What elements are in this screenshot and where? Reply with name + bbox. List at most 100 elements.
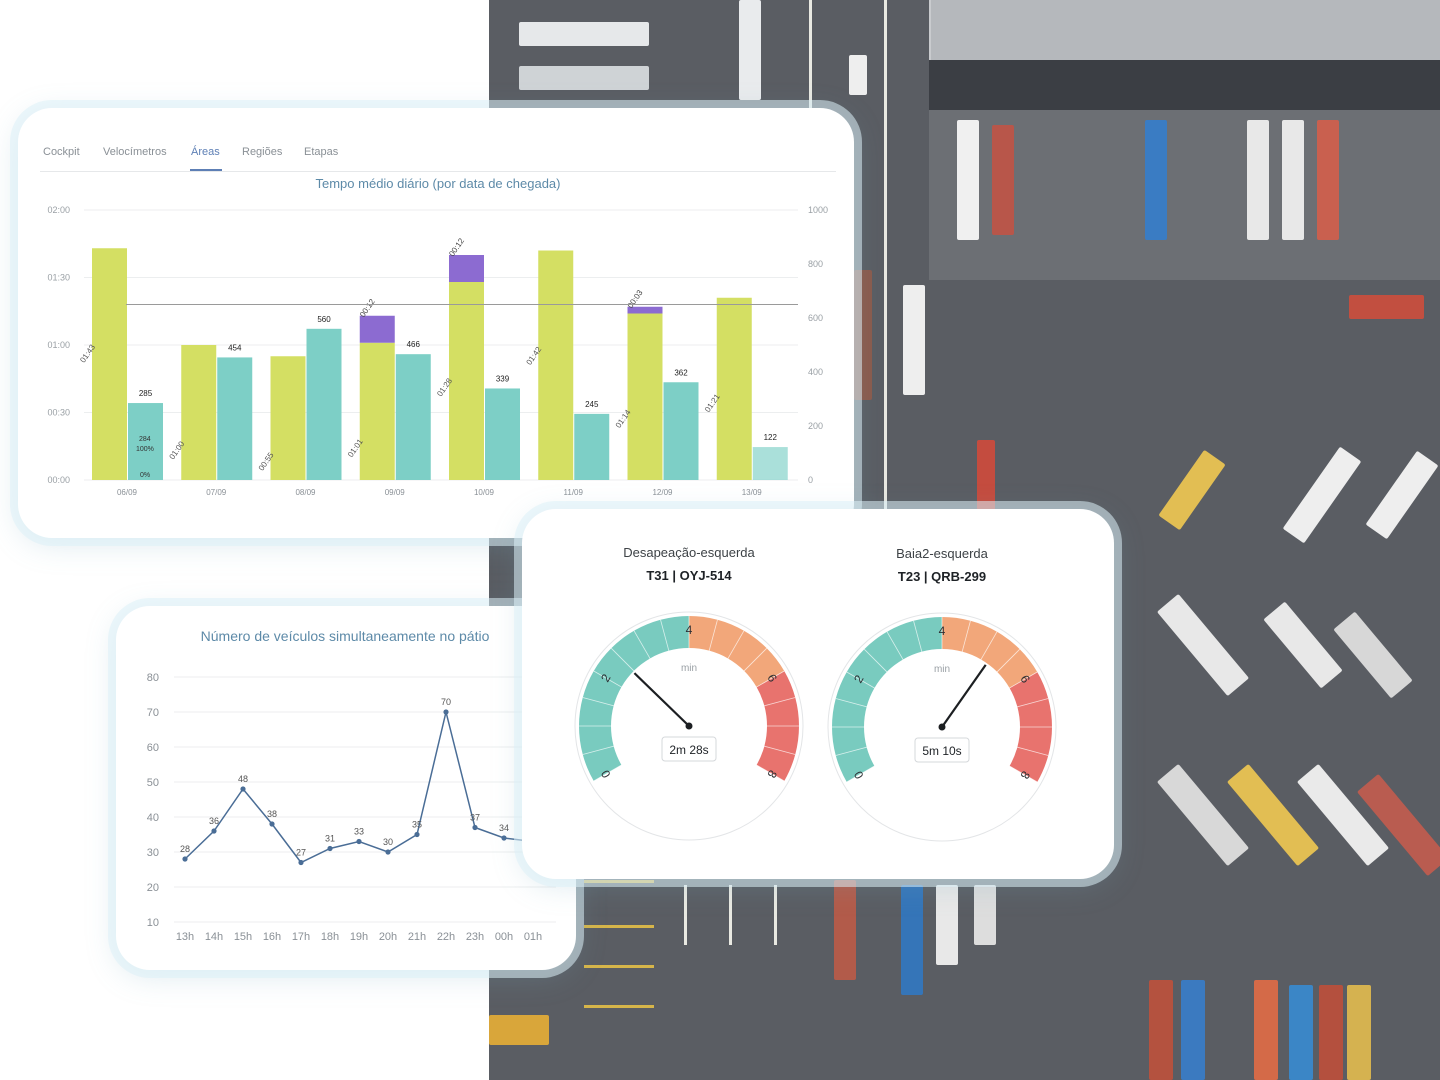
data-point-label: 31 <box>325 834 335 844</box>
data-point-label: 48 <box>238 774 248 784</box>
y-tick-label: 40 <box>147 812 159 824</box>
bar-count-label: 339 <box>496 374 510 383</box>
data-point <box>182 856 188 862</box>
y-tick-label: 50 <box>147 777 159 789</box>
x-tick-label: 09/09 <box>385 488 406 497</box>
gauge-spoke <box>660 619 687 717</box>
data-point <box>501 835 507 841</box>
gauge-outer-ring <box>574 611 804 841</box>
y-left-tick-label: 02:00 <box>47 205 70 215</box>
bar-time <box>627 313 663 480</box>
x-tick-label: 13h <box>176 931 194 943</box>
bar-count <box>663 382 699 480</box>
gauge-spoke <box>582 728 680 755</box>
tab-velocimetros[interactable]: Velocímetros <box>103 146 167 158</box>
bar-time <box>716 297 752 480</box>
gauge-needle <box>941 664 987 728</box>
annotation-label: 100% <box>136 446 154 453</box>
x-tick-label: 14h <box>205 931 223 943</box>
data-point-label: 30 <box>383 837 393 847</box>
data-point <box>385 849 391 855</box>
bar-count <box>485 388 520 480</box>
gauge-spoke <box>633 630 685 718</box>
gauge-spoke <box>698 697 796 724</box>
gauge-spoke <box>950 671 1038 723</box>
tab-cockpit[interactable]: Cockpit <box>43 146 80 158</box>
y-tick-label: 20 <box>147 882 159 894</box>
gauge-1-title: Desapeação-esquerda <box>623 545 755 560</box>
gauge-value-box <box>661 736 717 762</box>
annotation-label: 0% <box>140 472 150 479</box>
gauge-spoke <box>846 671 934 723</box>
bar-count <box>306 328 342 480</box>
daily-time-bar-chart: Tempo médio diário (por data de chegada)… <box>47 176 828 497</box>
y-right-tick-label: 400 <box>808 367 823 377</box>
bar-extra-time <box>449 255 484 282</box>
tab-areas[interactable]: Áreas <box>191 146 220 158</box>
annotation-label: 284 <box>139 436 151 443</box>
data-point <box>240 786 246 792</box>
x-tick-label: 12/09 <box>652 488 673 497</box>
data-point-label: 35 <box>412 820 422 830</box>
data-point-label: 37 <box>470 813 480 823</box>
bar-time <box>359 342 395 480</box>
bar-time <box>92 248 127 480</box>
y-left-tick-label: 01:30 <box>47 273 70 283</box>
gauge-zone-green <box>579 616 689 781</box>
bar-count <box>128 403 163 480</box>
vehicles-line-chart: Número de veículos simultaneamente no pá… <box>147 628 556 943</box>
gauge-outer-ring <box>827 612 1057 842</box>
y-right-tick-label: 600 <box>808 313 823 323</box>
y-tick-label: 80 <box>147 672 159 684</box>
data-point-label: 38 <box>267 809 277 819</box>
bar-count-label: 285 <box>139 389 153 398</box>
y-left-tick-label: 00:30 <box>47 408 70 418</box>
bar-count-label: 560 <box>317 315 331 324</box>
data-point <box>211 828 217 834</box>
data-point <box>414 831 420 838</box>
y-right-tick-label: 1000 <box>808 205 828 215</box>
bar-count-label: 454 <box>228 343 242 352</box>
line-chart-card: Número de veículos simultaneamente no pá… <box>116 606 576 970</box>
data-point-label: 36 <box>209 816 219 826</box>
gauge-spoke <box>951 729 1049 756</box>
x-tick-label: 20h <box>379 931 397 943</box>
gauge-value-label: 2m 28s <box>669 743 708 757</box>
gauge-value-label: 5m 10s <box>922 744 961 758</box>
bar-count-label: 122 <box>764 433 778 442</box>
gauge-2-subtitle: T23 | QRB-299 <box>897 569 987 584</box>
x-tick-label: 16h <box>263 931 281 943</box>
gauge-spoke <box>593 670 681 722</box>
x-tick-label: 01h <box>524 931 542 943</box>
x-tick-label: 15h <box>234 931 252 943</box>
tab-etapas[interactable]: Etapas <box>304 146 339 158</box>
y-right-tick-label: 800 <box>808 259 823 269</box>
gauge-spoke <box>835 698 933 725</box>
active-tab-indicator <box>190 169 222 171</box>
gauge-spoke <box>951 698 1049 725</box>
bar-extra-label: 00:12 <box>358 297 377 319</box>
gauge-spoke <box>691 619 718 717</box>
data-point-label: 33 <box>354 827 364 837</box>
x-tick-label: 07/09 <box>206 488 227 497</box>
x-tick-label: 10/09 <box>474 488 495 497</box>
gauge-1-subtitle: T31 | OYJ-514 <box>646 568 732 583</box>
gauge-tick-label: 4 <box>686 623 693 637</box>
y-left-tick-label: 01:00 <box>47 340 70 350</box>
x-tick-label: 06/09 <box>117 488 138 497</box>
x-tick-label: 21h <box>408 931 426 943</box>
gauge-spoke <box>695 647 768 720</box>
x-tick-label: 19h <box>350 931 368 943</box>
gauge-needle-hub <box>938 723 946 731</box>
gauge-spoke <box>944 620 971 718</box>
bar-count <box>395 354 431 480</box>
x-tick-label: 22h <box>437 931 455 943</box>
tab-bar: Cockpit Velocímetros Áreas Regiões Etapa… <box>40 146 836 172</box>
x-tick-label: 17h <box>292 931 310 943</box>
y-tick-label: 70 <box>147 707 159 719</box>
gauge-spoke <box>693 630 745 718</box>
bar-count <box>574 413 610 480</box>
data-point-label: 34 <box>499 823 509 833</box>
tab-regioes[interactable]: Regiões <box>242 146 283 158</box>
